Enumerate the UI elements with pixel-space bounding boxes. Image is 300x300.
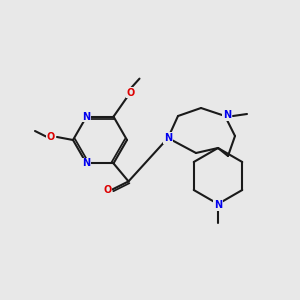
Text: O: O	[47, 132, 55, 142]
Text: O: O	[103, 185, 112, 195]
Text: N: N	[82, 112, 91, 122]
Text: N: N	[164, 133, 172, 143]
Text: N: N	[223, 110, 231, 120]
Text: N: N	[214, 200, 222, 210]
Text: O: O	[126, 88, 135, 98]
Text: N: N	[82, 158, 91, 168]
